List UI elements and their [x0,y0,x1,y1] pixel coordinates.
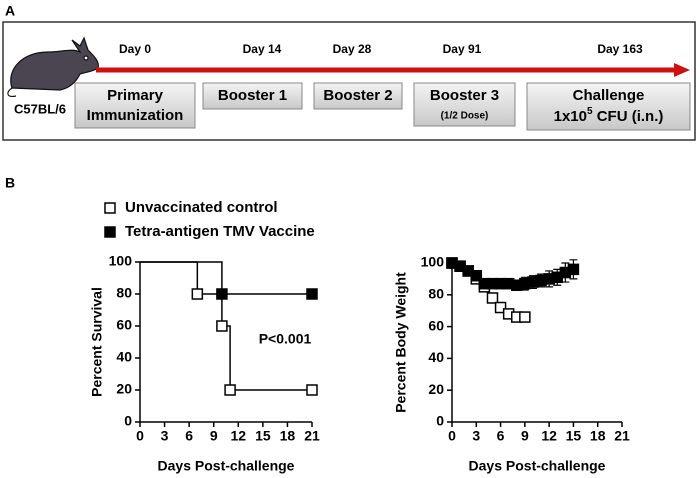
day-label: Day 163 [597,42,643,56]
y-tick-label: 60 [428,317,444,333]
dose-part: 5 [587,106,593,117]
box-note: (1/2 Dose) [441,111,489,122]
data-marker [567,263,580,276]
arrow-head [674,63,690,77]
data-marker [470,269,483,282]
x-tick-label: 18 [280,428,296,444]
box-label: Challenge [573,87,645,104]
x-tick-label: 0 [448,428,456,444]
data-marker [519,311,531,323]
timeline-box [74,82,196,129]
x-axis-title: Days Post-challenge [158,458,295,474]
timeline-box [526,82,691,131]
day-label: Day 91 [443,42,482,56]
data-marker [486,292,499,304]
day-label: Day 28 [333,42,372,56]
box-label: Primary [107,87,164,104]
data-marker [216,320,228,332]
data-marker [216,288,228,300]
legend-label: Tetra-antigen TMV Vaccine [125,223,315,240]
x-tick-label: 9 [521,428,529,444]
x-tick-label: 12 [541,428,557,444]
x-tick-label: 9 [210,428,218,444]
x-tick-label: 0 [136,428,144,444]
y-tick-label: 80 [116,285,132,301]
day-label: Day 14 [243,42,282,56]
day-label: Day 0 [119,42,151,56]
y-tick-label: 40 [116,349,132,365]
x-tick-label: 15 [255,428,271,444]
box-label: Immunization [87,107,184,124]
legend-marker [104,202,116,214]
x-tick-label: 6 [497,428,505,444]
box-label: Booster 1 [218,87,287,104]
y-axis-title: Percent Body Weight [393,272,409,413]
mouse-icon [7,36,99,97]
y-tick-label: 20 [428,381,444,397]
y-axis-title: Percent Survival [89,287,105,397]
legend-marker [104,226,116,238]
panel-label: A [5,3,15,19]
y-tick-label: 40 [428,349,444,365]
data-marker [191,288,204,300]
data-marker [494,301,507,314]
x-tick-label: 18 [590,428,606,444]
x-tick-label: 21 [304,428,320,444]
box-label: Booster 2 [323,87,392,104]
dose-part: CFU (i.n.) [593,108,664,125]
step-line [140,261,223,294]
x-tick-label: 12 [230,428,246,444]
step-line [221,325,231,390]
y-tick-label: 100 [421,254,445,270]
step-line [140,261,199,294]
y-tick-label: 100 [109,253,133,269]
x-axis-title: Days Post-challenge [469,458,606,474]
panel-label: B [5,175,15,191]
box-label: Booster 3 [430,87,499,104]
timeline-box [413,82,516,127]
data-marker [306,384,318,396]
x-tick-label: 21 [614,428,630,444]
dose-label: 1x105 CFU (i.n.) [554,106,664,125]
y-tick-label: 0 [436,413,444,429]
data-marker [306,288,318,300]
strain-label: C57BL/6 [14,101,66,116]
y-tick-label: 0 [124,413,132,429]
data-marker [224,384,236,396]
timeline-box [202,82,303,110]
x-tick-label: 3 [472,428,480,444]
dose-part: 1x10 [554,108,587,125]
annotation: P<0.001 [259,331,312,347]
y-tick-label: 20 [116,381,132,397]
y-tick-label: 80 [428,286,444,302]
y-tick-label: 60 [116,317,132,333]
x-tick-label: 6 [185,428,193,444]
x-tick-label: 3 [161,428,169,444]
timeline-box [313,82,403,110]
legend-label: Unvaccinated control [125,199,278,216]
x-tick-label: 15 [566,428,582,444]
